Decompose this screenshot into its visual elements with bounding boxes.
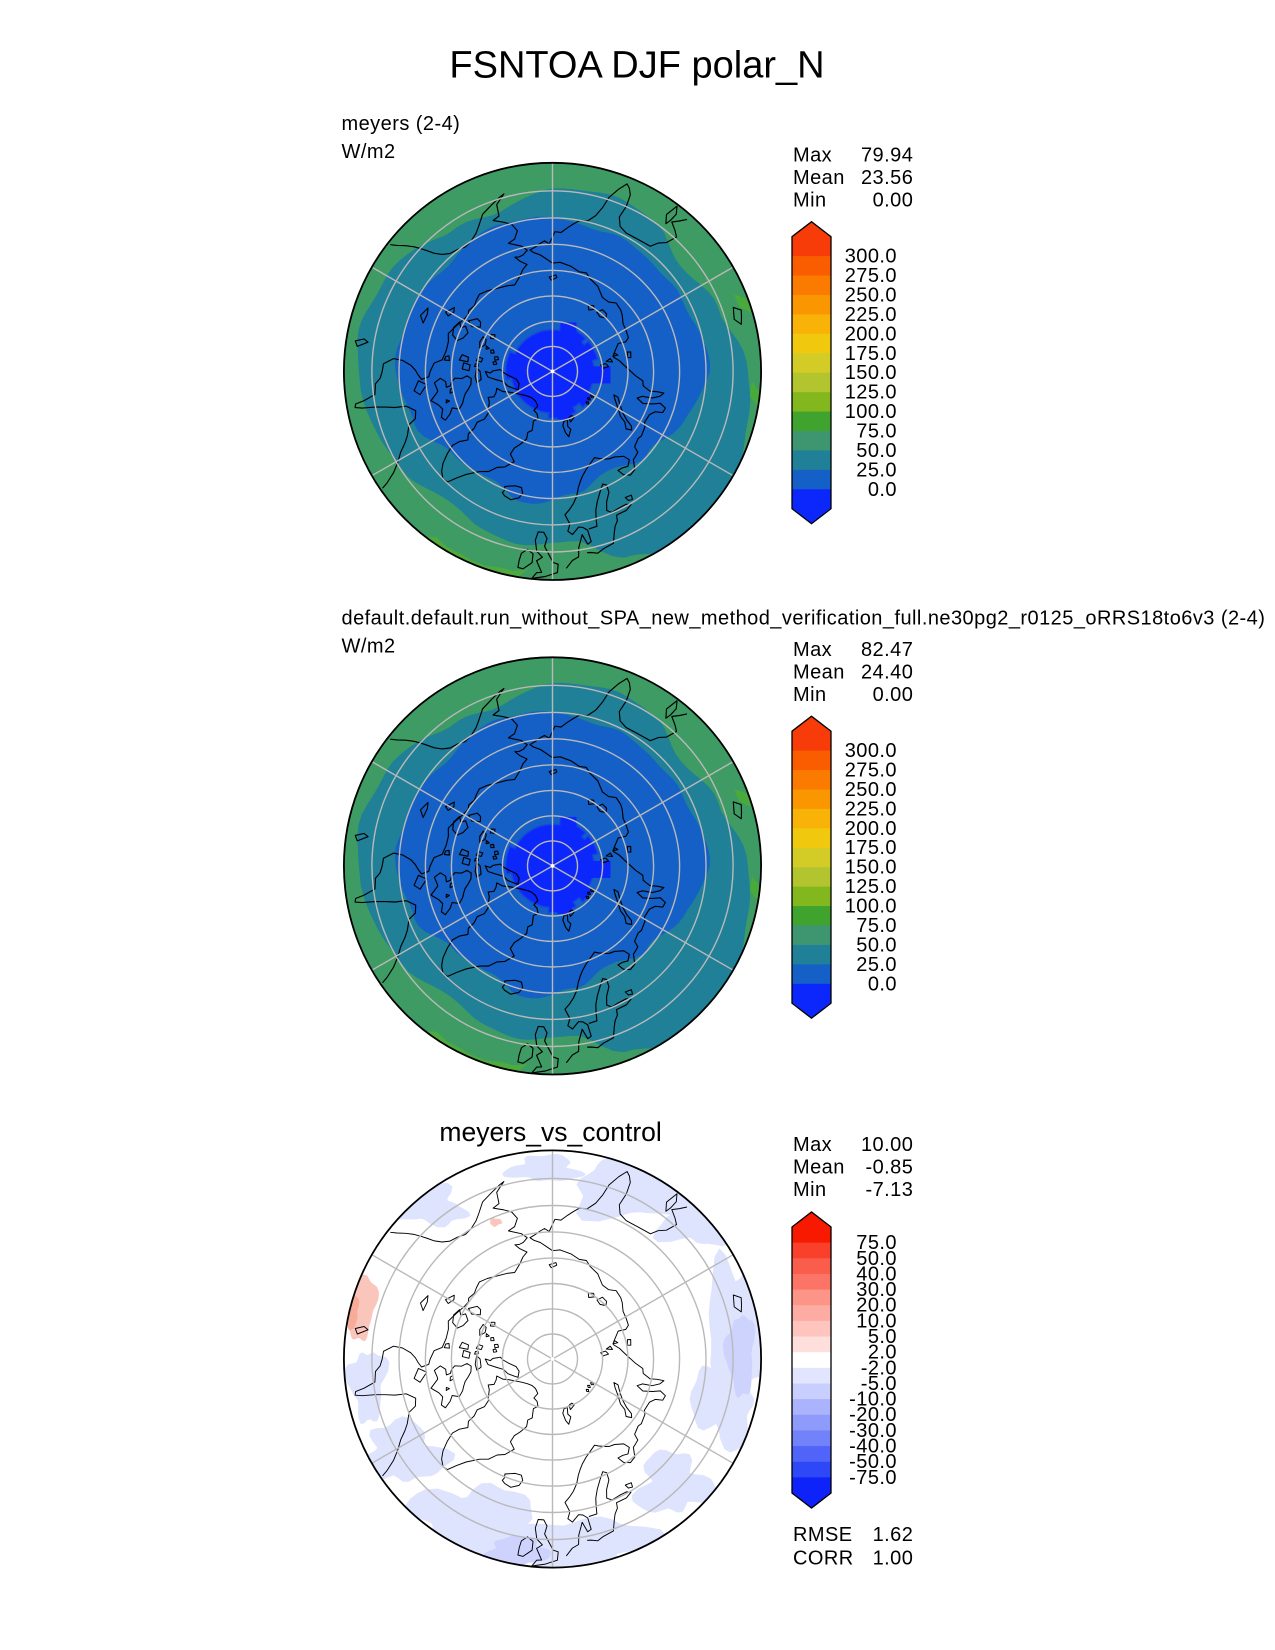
svg-text:Mean: Mean bbox=[793, 167, 845, 189]
svg-text:150.0: 150.0 bbox=[845, 857, 897, 879]
svg-text:-40.0: -40.0 bbox=[849, 1436, 897, 1458]
svg-text:225.0: 225.0 bbox=[845, 798, 897, 820]
svg-text:W/m2: W/m2 bbox=[342, 636, 396, 658]
svg-text:RMSE: RMSE bbox=[793, 1524, 853, 1546]
svg-text:Min: Min bbox=[793, 1179, 827, 1201]
svg-text:Max: Max bbox=[793, 639, 832, 661]
svg-text:Min: Min bbox=[793, 189, 827, 211]
svg-text:-10.0: -10.0 bbox=[849, 1389, 897, 1411]
svg-text:23.56: 23.56 bbox=[861, 167, 913, 189]
svg-text:Max: Max bbox=[793, 145, 832, 167]
svg-text:Max: Max bbox=[793, 1134, 832, 1156]
svg-text:25.0: 25.0 bbox=[856, 459, 897, 481]
svg-text:default.default.run_without_SP: default.default.run_without_SPA_new_meth… bbox=[342, 608, 1266, 630]
svg-text:-2.0: -2.0 bbox=[861, 1357, 897, 1379]
svg-text:2.0: 2.0 bbox=[868, 1342, 897, 1364]
svg-text:150.0: 150.0 bbox=[845, 362, 897, 384]
svg-text:275.0: 275.0 bbox=[845, 265, 897, 287]
svg-text:-5.0: -5.0 bbox=[861, 1373, 897, 1395]
svg-text:meyers_vs_control: meyers_vs_control bbox=[439, 1117, 661, 1147]
svg-text:175.0: 175.0 bbox=[845, 837, 897, 859]
svg-text:100.0: 100.0 bbox=[845, 896, 897, 918]
svg-text:1.00: 1.00 bbox=[873, 1548, 914, 1570]
svg-text:75.0: 75.0 bbox=[856, 1232, 897, 1254]
svg-text:-75.0: -75.0 bbox=[849, 1467, 897, 1489]
svg-text:-30.0: -30.0 bbox=[849, 1420, 897, 1442]
svg-text:FSNTOA DJF polar_N: FSNTOA DJF polar_N bbox=[449, 45, 824, 87]
svg-text:75.0: 75.0 bbox=[856, 421, 897, 443]
svg-text:Mean: Mean bbox=[793, 661, 845, 683]
svg-text:300.0: 300.0 bbox=[845, 740, 897, 762]
svg-text:125.0: 125.0 bbox=[845, 876, 897, 898]
svg-text:10.0: 10.0 bbox=[856, 1310, 897, 1332]
svg-text:0.00: 0.00 bbox=[873, 684, 914, 706]
svg-text:5.0: 5.0 bbox=[868, 1326, 897, 1348]
svg-text:250.0: 250.0 bbox=[845, 285, 897, 307]
svg-text:175.0: 175.0 bbox=[845, 343, 897, 365]
svg-text:-20.0: -20.0 bbox=[849, 1404, 897, 1426]
svg-text:-7.13: -7.13 bbox=[865, 1179, 913, 1201]
svg-text:275.0: 275.0 bbox=[845, 760, 897, 782]
svg-text:82.47: 82.47 bbox=[861, 639, 913, 661]
svg-text:24.40: 24.40 bbox=[861, 661, 913, 683]
svg-text:0.00: 0.00 bbox=[873, 189, 914, 211]
svg-text:1.62: 1.62 bbox=[873, 1524, 914, 1546]
svg-text:40.0: 40.0 bbox=[856, 1263, 897, 1285]
svg-text:225.0: 225.0 bbox=[845, 304, 897, 326]
svg-text:50.0: 50.0 bbox=[856, 1248, 897, 1270]
svg-text:200.0: 200.0 bbox=[845, 323, 897, 345]
svg-text:Min: Min bbox=[793, 684, 827, 706]
svg-text:125.0: 125.0 bbox=[845, 382, 897, 404]
svg-text:-50.0: -50.0 bbox=[849, 1451, 897, 1473]
svg-text:0.0: 0.0 bbox=[868, 479, 897, 501]
svg-text:CORR: CORR bbox=[793, 1548, 854, 1570]
svg-text:50.0: 50.0 bbox=[856, 934, 897, 956]
svg-text:10.00: 10.00 bbox=[861, 1134, 913, 1156]
svg-text:100.0: 100.0 bbox=[845, 401, 897, 423]
svg-text:250.0: 250.0 bbox=[845, 779, 897, 801]
svg-text:25.0: 25.0 bbox=[856, 954, 897, 976]
svg-text:Mean: Mean bbox=[793, 1156, 845, 1178]
svg-text:W/m2: W/m2 bbox=[342, 141, 396, 163]
svg-text:meyers (2-4): meyers (2-4) bbox=[342, 113, 461, 135]
svg-text:79.94: 79.94 bbox=[861, 145, 913, 167]
svg-text:-0.85: -0.85 bbox=[865, 1156, 913, 1178]
svg-text:20.0: 20.0 bbox=[856, 1295, 897, 1317]
svg-text:30.0: 30.0 bbox=[856, 1279, 897, 1301]
svg-text:200.0: 200.0 bbox=[845, 818, 897, 840]
svg-text:300.0: 300.0 bbox=[845, 246, 897, 268]
svg-text:75.0: 75.0 bbox=[856, 915, 897, 937]
svg-text:50.0: 50.0 bbox=[856, 440, 897, 462]
svg-text:0.0: 0.0 bbox=[868, 973, 897, 995]
